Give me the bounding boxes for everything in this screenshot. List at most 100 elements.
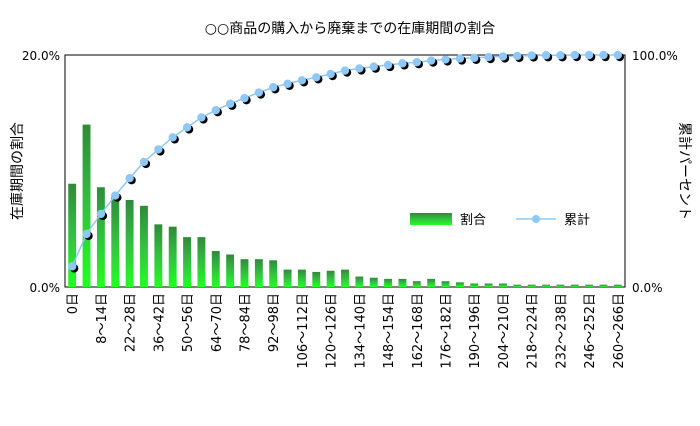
x-tick-label-8: 106～112日 (296, 293, 311, 369)
y-tick-left-top: 20.0% (22, 49, 60, 63)
legend-bar-label: 割合 (460, 212, 486, 228)
x-tick-label-15: 204～210日 (497, 293, 512, 369)
bar-12 (240, 259, 249, 287)
bar-9 (197, 237, 206, 287)
bar-25 (427, 278, 436, 287)
bar-18 (326, 270, 335, 287)
bar-14 (269, 260, 278, 287)
bar-1 (82, 124, 91, 287)
cumulative-point-4 (125, 173, 134, 183)
bar-17 (312, 271, 321, 287)
cumulative-point-28 (470, 53, 479, 62)
cumulative-point-12 (240, 93, 249, 103)
legend-line-label: 累計 (564, 212, 590, 228)
x-tick-label-1: 8～14日 (95, 293, 110, 344)
x-tick-label-19: 260～266日 (612, 293, 627, 369)
plot-area (64, 54, 626, 288)
cumulative-point-33 (541, 51, 551, 60)
cumulative-point-26 (441, 55, 450, 64)
cumulative-point-27 (455, 54, 465, 63)
cumulative-point-13 (254, 88, 264, 97)
cumulative-point-9 (197, 113, 206, 122)
bar-13 (254, 259, 263, 287)
cumulative-series (67, 50, 625, 273)
chart-title: ○○商品の購入から廃棄までの在庫期間の割合 (205, 20, 495, 37)
cumulative-point-22 (383, 60, 393, 70)
cumulative-point-8 (182, 123, 192, 132)
cumulative-point-38 (613, 50, 623, 60)
y-axis-label-left: 在庫期間の割合 (9, 122, 26, 220)
y-tick-right-bottom: 0.0% (632, 281, 663, 295)
cumulative-point-20 (355, 64, 364, 73)
cumulative-point-16 (297, 76, 307, 85)
bar-19 (341, 269, 349, 287)
bar-20 (355, 276, 364, 287)
x-tick-label-14: 190～196日 (468, 293, 483, 369)
bar-8 (183, 237, 191, 287)
bar-36 (585, 284, 594, 287)
cumulative-point-24 (412, 57, 421, 67)
x-tick-label-16: 218～224日 (526, 293, 541, 369)
x-tick-label-0: 0日 (66, 293, 81, 314)
y-axis-label-right: 累計パーセント (676, 122, 692, 220)
bar-0 (68, 183, 77, 287)
bar-10 (211, 251, 220, 287)
cumulative-point-21 (369, 62, 378, 71)
bar-30 (499, 283, 507, 287)
bar-2 (96, 187, 105, 287)
bar-16 (297, 269, 306, 287)
cumulative-point-37 (599, 50, 608, 60)
cumulative-point-3 (111, 191, 120, 200)
cumulative-point-11 (225, 99, 235, 108)
x-tick-label-6: 78～84日 (238, 293, 253, 352)
cumulative-point-34 (556, 51, 565, 60)
cumulative-point-18 (326, 69, 335, 79)
bar-24 (412, 281, 421, 287)
bar-7 (168, 226, 177, 287)
cumulative-point-30 (498, 52, 508, 61)
bar-31 (513, 284, 522, 287)
x-tick-label-11: 148～154日 (382, 293, 397, 369)
legend-line-marker (532, 215, 540, 223)
cumulative-point-25 (426, 56, 436, 65)
x-tick-label-18: 246～252日 (583, 293, 598, 369)
x-tick-label-9: 120～126日 (325, 293, 340, 369)
x-axis: 0日 8～14日 22～28日 36～42日 50～56日 64～70日 78～84日 92～… (66, 293, 627, 369)
cumulative-point-14 (269, 83, 278, 92)
bar-21 (369, 277, 378, 287)
x-tick-label-2: 22～28日 (124, 293, 139, 352)
cumulative-point-1 (82, 229, 91, 239)
y-tick-right-top: 100.0% (632, 49, 678, 63)
bar-38 (613, 284, 622, 287)
bar-3 (111, 195, 120, 287)
cumulative-point-10 (211, 106, 220, 115)
legend: 割合 累計 (410, 212, 590, 228)
bar-11 (226, 254, 235, 287)
x-tick-label-12: 162～168日 (411, 293, 426, 369)
bar-27 (455, 282, 464, 287)
bar-26 (441, 281, 450, 287)
legend-bar-swatch (410, 213, 452, 225)
y-tick-left-bottom: 0.0% (30, 281, 61, 295)
cumulative-point-17 (312, 73, 321, 82)
bar-35 (570, 284, 579, 287)
bar-37 (599, 284, 608, 287)
x-tick-label-4: 50～56日 (181, 293, 196, 352)
bar-5 (140, 205, 148, 287)
cumulative-point-23 (398, 59, 407, 68)
cumulative-point-6 (154, 145, 163, 154)
cumulative-point-2 (96, 209, 106, 219)
cumulative-point-35 (570, 50, 579, 60)
bar-29 (484, 283, 493, 287)
x-tick-label-5: 64～70日 (210, 293, 225, 352)
bar-32 (527, 284, 536, 287)
x-tick-label-10: 134～140日 (353, 293, 368, 369)
cumulative-point-32 (527, 51, 536, 60)
cumulative-point-36 (584, 50, 594, 60)
bar-33 (542, 284, 550, 287)
bar-4 (125, 200, 134, 287)
cumulative-point-7 (168, 133, 177, 142)
bar-28 (470, 283, 479, 287)
